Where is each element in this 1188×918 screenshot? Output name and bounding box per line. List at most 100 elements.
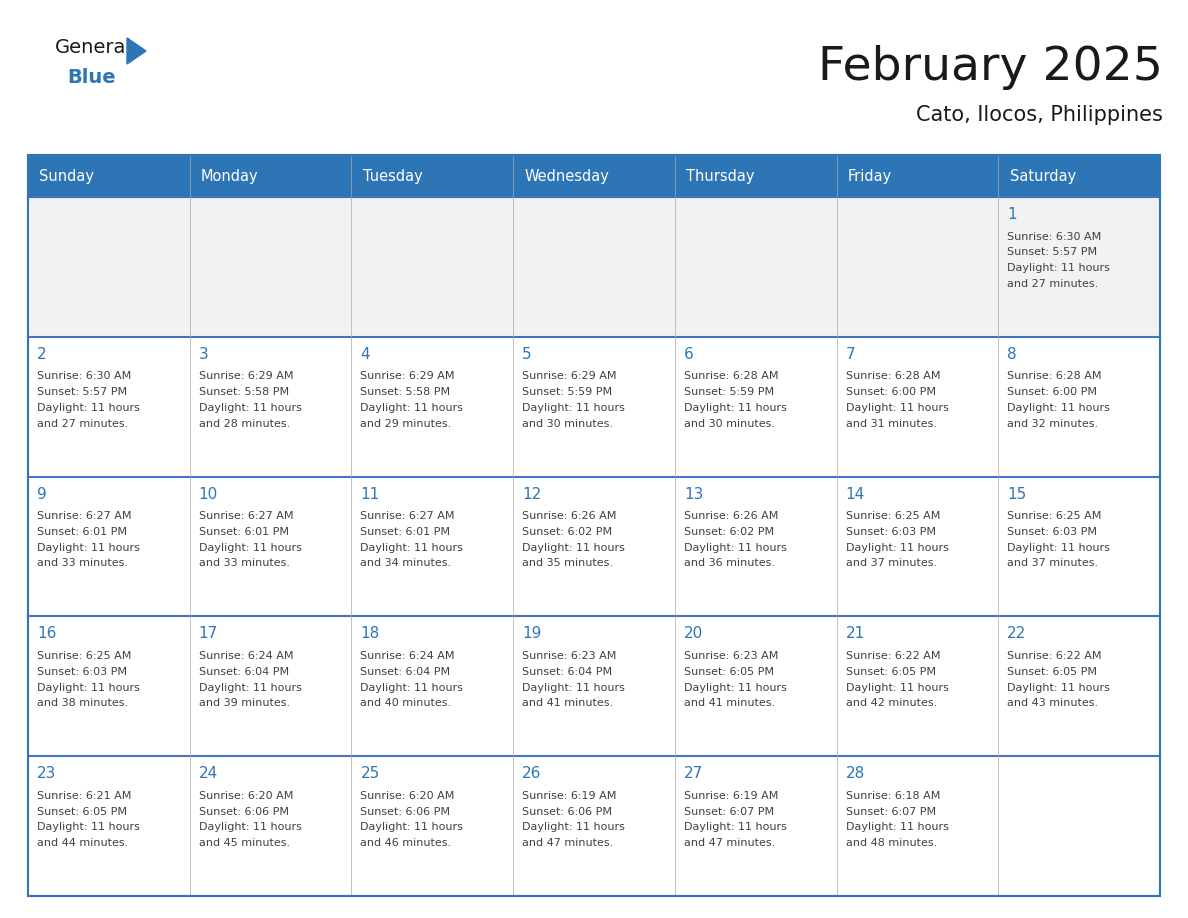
Text: 3: 3 xyxy=(198,347,208,362)
Text: Daylight: 11 hours: Daylight: 11 hours xyxy=(37,403,140,413)
Text: 25: 25 xyxy=(360,767,380,781)
Text: 12: 12 xyxy=(523,487,542,501)
Bar xyxy=(836,476,998,616)
Text: and 27 minutes.: and 27 minutes. xyxy=(37,419,128,429)
Text: Daylight: 11 hours: Daylight: 11 hours xyxy=(684,823,786,833)
Text: and 34 minutes.: and 34 minutes. xyxy=(360,558,451,568)
Text: Daylight: 11 hours: Daylight: 11 hours xyxy=(198,682,302,692)
Bar xyxy=(998,476,1159,616)
Text: Daylight: 11 hours: Daylight: 11 hours xyxy=(360,823,463,833)
Text: 26: 26 xyxy=(523,767,542,781)
Text: Sunrise: 6:28 AM: Sunrise: 6:28 AM xyxy=(684,371,778,381)
Text: Daylight: 11 hours: Daylight: 11 hours xyxy=(360,543,463,553)
Text: Sunday: Sunday xyxy=(39,169,94,184)
Text: Sunset: 6:03 PM: Sunset: 6:03 PM xyxy=(846,527,936,537)
Bar xyxy=(998,756,1159,896)
Text: Sunset: 6:00 PM: Sunset: 6:00 PM xyxy=(1007,387,1098,397)
Bar xyxy=(190,337,352,476)
Text: and 47 minutes.: and 47 minutes. xyxy=(684,838,775,848)
Bar xyxy=(190,616,352,756)
Bar xyxy=(836,337,998,476)
Bar xyxy=(998,337,1159,476)
Text: 11: 11 xyxy=(360,487,380,501)
Text: and 33 minutes.: and 33 minutes. xyxy=(198,558,290,568)
Text: 20: 20 xyxy=(684,626,703,642)
Text: Daylight: 11 hours: Daylight: 11 hours xyxy=(846,682,948,692)
Text: and 37 minutes.: and 37 minutes. xyxy=(1007,558,1099,568)
Bar xyxy=(836,197,998,337)
Text: Daylight: 11 hours: Daylight: 11 hours xyxy=(846,403,948,413)
Text: Sunrise: 6:22 AM: Sunrise: 6:22 AM xyxy=(846,651,940,661)
Text: and 41 minutes.: and 41 minutes. xyxy=(523,699,613,709)
Text: and 39 minutes.: and 39 minutes. xyxy=(198,699,290,709)
Text: and 46 minutes.: and 46 minutes. xyxy=(360,838,451,848)
Text: Sunrise: 6:30 AM: Sunrise: 6:30 AM xyxy=(1007,231,1101,241)
Bar xyxy=(513,155,675,197)
Text: Sunrise: 6:28 AM: Sunrise: 6:28 AM xyxy=(1007,371,1101,381)
Text: Daylight: 11 hours: Daylight: 11 hours xyxy=(198,823,302,833)
Text: and 47 minutes.: and 47 minutes. xyxy=(523,838,613,848)
Text: Sunset: 6:01 PM: Sunset: 6:01 PM xyxy=(198,527,289,537)
Text: Sunset: 6:05 PM: Sunset: 6:05 PM xyxy=(1007,666,1098,677)
Text: and 30 minutes.: and 30 minutes. xyxy=(523,419,613,429)
Text: 23: 23 xyxy=(37,767,56,781)
Text: Sunset: 5:59 PM: Sunset: 5:59 PM xyxy=(684,387,775,397)
Text: Daylight: 11 hours: Daylight: 11 hours xyxy=(846,823,948,833)
Text: 24: 24 xyxy=(198,767,217,781)
Text: Sunset: 5:57 PM: Sunset: 5:57 PM xyxy=(37,387,127,397)
Text: 9: 9 xyxy=(37,487,46,501)
Bar xyxy=(29,476,190,616)
Bar xyxy=(998,155,1159,197)
Text: Sunrise: 6:18 AM: Sunrise: 6:18 AM xyxy=(846,790,940,800)
Bar xyxy=(352,476,513,616)
Text: Daylight: 11 hours: Daylight: 11 hours xyxy=(684,403,786,413)
Bar xyxy=(513,197,675,337)
Text: Sunrise: 6:22 AM: Sunrise: 6:22 AM xyxy=(1007,651,1101,661)
Text: and 45 minutes.: and 45 minutes. xyxy=(198,838,290,848)
Text: Sunset: 5:58 PM: Sunset: 5:58 PM xyxy=(198,387,289,397)
Bar xyxy=(836,616,998,756)
Text: Wednesday: Wednesday xyxy=(524,169,609,184)
Bar xyxy=(513,476,675,616)
Text: Sunrise: 6:25 AM: Sunrise: 6:25 AM xyxy=(37,651,132,661)
Text: Sunset: 6:01 PM: Sunset: 6:01 PM xyxy=(360,527,450,537)
Text: Daylight: 11 hours: Daylight: 11 hours xyxy=(684,543,786,553)
Text: Sunset: 5:57 PM: Sunset: 5:57 PM xyxy=(1007,247,1098,257)
Text: Sunrise: 6:29 AM: Sunrise: 6:29 AM xyxy=(523,371,617,381)
Text: and 38 minutes.: and 38 minutes. xyxy=(37,699,128,709)
Text: Daylight: 11 hours: Daylight: 11 hours xyxy=(37,682,140,692)
Text: Daylight: 11 hours: Daylight: 11 hours xyxy=(37,823,140,833)
Bar xyxy=(675,337,836,476)
Text: Sunrise: 6:24 AM: Sunrise: 6:24 AM xyxy=(198,651,293,661)
Text: Tuesday: Tuesday xyxy=(362,169,423,184)
Bar xyxy=(352,197,513,337)
Text: and 30 minutes.: and 30 minutes. xyxy=(684,419,775,429)
Bar xyxy=(998,197,1159,337)
Text: and 44 minutes.: and 44 minutes. xyxy=(37,838,128,848)
Text: 10: 10 xyxy=(198,487,217,501)
Text: Daylight: 11 hours: Daylight: 11 hours xyxy=(198,543,302,553)
Text: Daylight: 11 hours: Daylight: 11 hours xyxy=(1007,403,1110,413)
Bar xyxy=(675,616,836,756)
Text: Saturday: Saturday xyxy=(1010,169,1076,184)
Text: Sunrise: 6:26 AM: Sunrise: 6:26 AM xyxy=(684,511,778,521)
Text: and 33 minutes.: and 33 minutes. xyxy=(37,558,128,568)
Text: Sunset: 6:05 PM: Sunset: 6:05 PM xyxy=(37,807,127,816)
Bar xyxy=(675,476,836,616)
Text: Sunset: 6:00 PM: Sunset: 6:00 PM xyxy=(846,387,936,397)
Text: and 43 minutes.: and 43 minutes. xyxy=(1007,699,1099,709)
Text: Daylight: 11 hours: Daylight: 11 hours xyxy=(523,543,625,553)
Text: Blue: Blue xyxy=(67,68,115,87)
Bar xyxy=(190,756,352,896)
Text: Sunset: 6:03 PM: Sunset: 6:03 PM xyxy=(37,666,127,677)
Text: Thursday: Thursday xyxy=(687,169,754,184)
Text: 5: 5 xyxy=(523,347,532,362)
Text: Sunrise: 6:27 AM: Sunrise: 6:27 AM xyxy=(198,511,293,521)
Text: and 29 minutes.: and 29 minutes. xyxy=(360,419,451,429)
Text: and 36 minutes.: and 36 minutes. xyxy=(684,558,775,568)
Text: Sunrise: 6:30 AM: Sunrise: 6:30 AM xyxy=(37,371,131,381)
Text: 21: 21 xyxy=(846,626,865,642)
Text: Sunrise: 6:19 AM: Sunrise: 6:19 AM xyxy=(684,790,778,800)
Text: Sunset: 6:07 PM: Sunset: 6:07 PM xyxy=(846,807,936,816)
Text: and 41 minutes.: and 41 minutes. xyxy=(684,699,775,709)
